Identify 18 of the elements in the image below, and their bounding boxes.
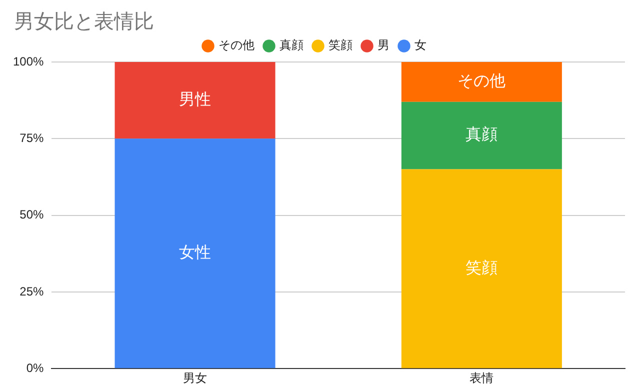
y-tick-label: 75% [20,130,44,145]
data-label: その他 [458,71,506,90]
y-tick-label: 0% [26,360,44,375]
data-label: 女性 [179,242,212,262]
legend-label: 笑顔 [328,38,352,52]
y-tick-label: 50% [20,208,44,222]
x-tick-label: 表情 [470,371,494,386]
legend-label: その他 [218,38,254,52]
legend-label: 真顔 [280,38,304,52]
legend-label: 女 [414,38,426,52]
x-tick-label: 男女 [183,371,208,386]
data-label: 男性 [179,89,212,108]
data-label: 真顔 [466,124,498,144]
y-tick-label: 25% [20,284,44,298]
y-tick-label: 100% [12,54,44,68]
legend-label: 男 [378,38,390,52]
chart-title: 男女比と表情比 [14,8,154,35]
data-label: 笑顔 [466,258,498,277]
